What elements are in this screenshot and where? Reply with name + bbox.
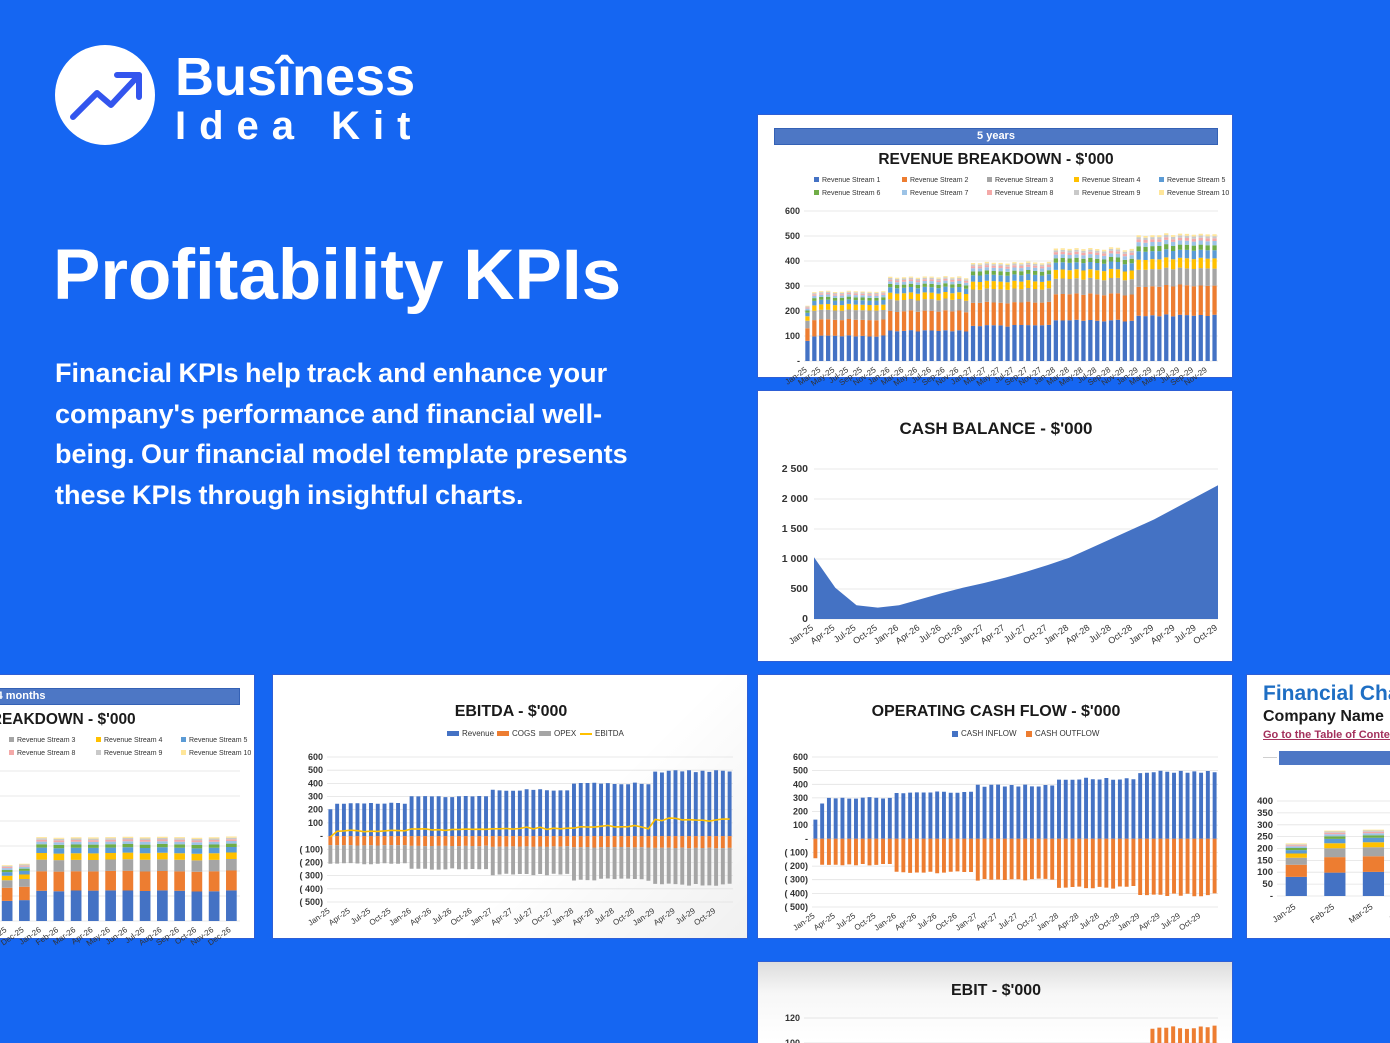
svg-text:300: 300 (793, 793, 808, 803)
svg-text:Jan-28: Jan-28 (550, 906, 576, 928)
svg-text:( 500): ( 500) (299, 897, 323, 907)
svg-text:Apr-25: Apr-25 (812, 911, 837, 932)
svg-text:100: 100 (785, 1038, 800, 1043)
svg-text:600: 600 (793, 752, 808, 762)
svg-text:150: 150 (1257, 855, 1273, 866)
svg-text:500: 500 (793, 766, 808, 776)
svg-text:Apr-27: Apr-27 (489, 906, 514, 927)
svg-text:300: 300 (308, 792, 323, 802)
svg-text:( 400): ( 400) (784, 888, 808, 898)
svg-text:Apr-29: Apr-29 (1137, 911, 1162, 932)
svg-text:600: 600 (785, 206, 800, 216)
svg-text:-: - (320, 831, 323, 841)
svg-text:300: 300 (1257, 820, 1273, 831)
svg-text:-: - (1270, 891, 1273, 902)
svg-text:Apr-25: Apr-25 (1387, 901, 1390, 924)
svg-text:( 200): ( 200) (299, 858, 323, 868)
svg-text:( 500): ( 500) (784, 902, 808, 912)
svg-text:Jan-25: Jan-25 (1270, 901, 1297, 924)
svg-text:Jan-26: Jan-26 (873, 911, 899, 933)
svg-text:Feb-25: Feb-25 (1308, 901, 1336, 925)
svg-text:1 500: 1 500 (782, 523, 808, 535)
svg-text:120: 120 (785, 1013, 800, 1023)
svg-text:200: 200 (1257, 844, 1273, 855)
svg-text:Apr-26: Apr-26 (408, 906, 433, 927)
svg-text:Apr-26: Apr-26 (893, 911, 918, 932)
svg-text:( 300): ( 300) (784, 875, 808, 885)
svg-text:500: 500 (785, 231, 800, 241)
svg-text:Apr-28: Apr-28 (1064, 622, 1092, 646)
svg-text:Apr-29: Apr-29 (1149, 622, 1177, 646)
svg-text:200: 200 (308, 805, 323, 815)
svg-text:400: 400 (1257, 796, 1273, 807)
svg-text:100: 100 (793, 820, 808, 830)
svg-text:200: 200 (785, 306, 800, 316)
svg-text:Jan-27: Jan-27 (469, 906, 495, 928)
svg-text:( 400): ( 400) (299, 884, 323, 894)
svg-text:Apr-29: Apr-29 (652, 906, 677, 927)
svg-text:500: 500 (308, 765, 323, 775)
svg-text:500: 500 (790, 583, 808, 595)
svg-text:Apr-26: Apr-26 (894, 622, 922, 646)
svg-text:1 000: 1 000 (782, 553, 808, 565)
svg-text:2 000: 2 000 (782, 493, 808, 505)
svg-text:Jan-28: Jan-28 (1035, 911, 1061, 933)
svg-text:100: 100 (1257, 867, 1273, 878)
svg-text:Jan-25: Jan-25 (306, 906, 332, 928)
svg-text:350: 350 (1257, 808, 1273, 819)
svg-text:600: 600 (308, 752, 323, 762)
svg-text:Apr-25: Apr-25 (809, 622, 837, 646)
svg-text:Oct-29: Oct-29 (692, 906, 717, 927)
svg-text:50: 50 (1262, 879, 1273, 890)
svg-text:Apr-25: Apr-25 (327, 906, 352, 927)
svg-text:100: 100 (785, 331, 800, 341)
svg-text:400: 400 (308, 778, 323, 788)
svg-text:-: - (805, 834, 808, 844)
svg-text:Oct-29: Oct-29 (1191, 622, 1218, 646)
svg-text:2 500: 2 500 (782, 463, 808, 475)
svg-text:Jan-25: Jan-25 (791, 911, 817, 933)
svg-text:Apr-27: Apr-27 (974, 911, 999, 932)
svg-text:Mar-25: Mar-25 (1347, 901, 1375, 925)
svg-text:( 200): ( 200) (784, 861, 808, 871)
svg-text:Jan-26: Jan-26 (388, 906, 414, 928)
svg-text:Jan-29: Jan-29 (1116, 911, 1142, 933)
svg-text:( 100): ( 100) (299, 844, 323, 854)
svg-text:Apr-27: Apr-27 (979, 622, 1007, 646)
svg-text:-: - (797, 356, 800, 366)
svg-text:( 100): ( 100) (784, 848, 808, 858)
svg-text:Jan-29: Jan-29 (631, 906, 657, 928)
svg-text:Jan-27: Jan-27 (954, 911, 980, 933)
svg-text:400: 400 (793, 779, 808, 789)
svg-text:200: 200 (793, 807, 808, 817)
svg-text:250: 250 (1257, 832, 1273, 843)
svg-text:Oct-29: Oct-29 (1177, 911, 1202, 932)
svg-text:300: 300 (785, 281, 800, 291)
svg-text:100: 100 (308, 818, 323, 828)
svg-text:400: 400 (785, 256, 800, 266)
svg-text:( 300): ( 300) (299, 871, 323, 881)
svg-text:Apr-28: Apr-28 (1056, 911, 1081, 932)
svg-text:Apr-28: Apr-28 (571, 906, 596, 927)
